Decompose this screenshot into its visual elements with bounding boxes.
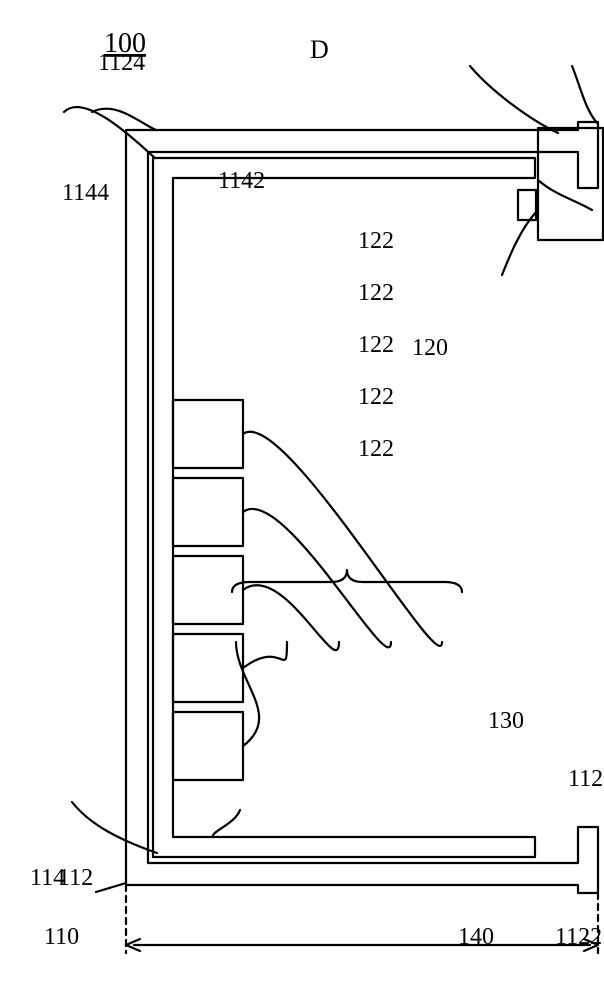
- leader-1124: [96, 883, 126, 892]
- block-140: [538, 128, 603, 240]
- leader-122: [243, 509, 391, 647]
- leader-1144: [72, 802, 157, 853]
- label-122: 122: [358, 280, 394, 306]
- label-1142: 1142: [218, 168, 265, 194]
- label-122: 122: [358, 332, 394, 358]
- cell-122: [173, 712, 243, 780]
- leader-122: [243, 585, 339, 650]
- label-1144: 1144: [62, 180, 109, 206]
- brace-120: [232, 570, 462, 592]
- label-D: D: [310, 35, 329, 64]
- cell-122: [173, 634, 243, 702]
- label-122: 122: [358, 384, 394, 410]
- inner-shell-114: [153, 158, 535, 857]
- leader-1122: [572, 66, 598, 124]
- leader-130: [502, 212, 536, 275]
- leader-1126: [538, 180, 592, 210]
- cell-122: [173, 400, 243, 468]
- leader-122: [243, 432, 442, 646]
- leader-140: [470, 66, 558, 133]
- diagram-root: [64, 66, 603, 1000]
- label-122: 122: [358, 228, 394, 254]
- cell-122: [173, 478, 243, 546]
- leader-1142: [213, 810, 240, 837]
- leader-114: [64, 107, 155, 158]
- label-130: 130: [488, 708, 524, 734]
- label-120: 120: [412, 335, 448, 361]
- leader-122: [236, 642, 259, 746]
- label-110: 110: [44, 924, 79, 950]
- leader-122: [243, 642, 287, 668]
- label-1126: 1126: [568, 766, 604, 792]
- leader-112: [92, 109, 156, 130]
- label-140: 140: [458, 924, 494, 950]
- label-112: 112: [58, 865, 93, 891]
- label-1122: 1122: [555, 924, 602, 950]
- label-1124: 1124: [98, 50, 145, 76]
- label-122: 122: [358, 436, 394, 462]
